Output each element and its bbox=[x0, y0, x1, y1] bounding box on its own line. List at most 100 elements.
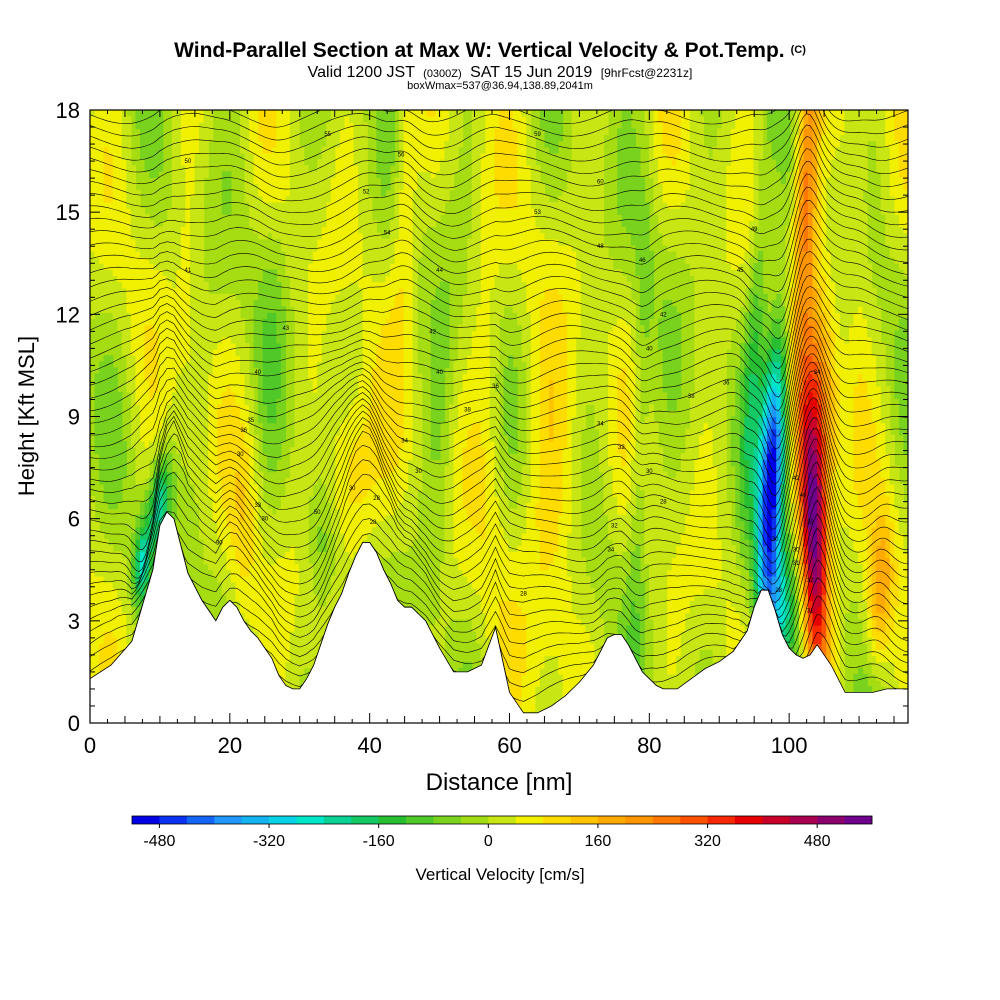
velocity-cell bbox=[294, 226, 300, 234]
velocity-cell bbox=[412, 159, 418, 166]
velocity-cell bbox=[126, 146, 132, 154]
velocity-cell bbox=[362, 189, 368, 197]
velocity-cell bbox=[271, 618, 277, 626]
velocity-cell bbox=[367, 361, 373, 369]
velocity-cell bbox=[271, 600, 277, 608]
velocity-cell bbox=[121, 569, 127, 577]
velocity-cell bbox=[339, 483, 346, 491]
velocity-cell bbox=[99, 600, 105, 608]
velocity-cell bbox=[144, 214, 150, 221]
velocity-cell bbox=[149, 275, 155, 283]
velocity-cell bbox=[376, 490, 382, 497]
velocity-cell bbox=[103, 385, 109, 393]
velocity-cell bbox=[189, 281, 196, 289]
velocity-cell bbox=[353, 177, 359, 185]
velocity-cell bbox=[262, 618, 268, 626]
velocity-cell bbox=[185, 336, 191, 344]
velocity-cell bbox=[126, 355, 132, 362]
velocity-cell bbox=[412, 428, 418, 436]
velocity-cell bbox=[167, 471, 173, 479]
velocity-cell bbox=[358, 453, 364, 461]
velocity-cell bbox=[94, 226, 100, 234]
velocity-cell bbox=[99, 361, 105, 369]
velocity-cell bbox=[149, 361, 155, 369]
velocity-cell bbox=[94, 594, 100, 601]
velocity-cell bbox=[294, 183, 300, 191]
velocity-cell bbox=[167, 483, 173, 491]
velocity-cell bbox=[99, 214, 105, 221]
velocity-cell bbox=[135, 569, 141, 577]
velocity-cell bbox=[353, 250, 359, 258]
velocity-cell bbox=[271, 434, 277, 442]
velocity-cell bbox=[289, 244, 296, 252]
velocity-cell bbox=[226, 477, 232, 485]
velocity-cell bbox=[335, 275, 341, 283]
velocity-cell bbox=[226, 189, 232, 197]
velocity-cell bbox=[435, 453, 441, 461]
velocity-cell bbox=[139, 514, 146, 522]
velocity-cell bbox=[258, 532, 264, 540]
velocity-cell bbox=[267, 514, 273, 522]
velocity-cell bbox=[267, 122, 273, 129]
velocity-cell bbox=[239, 600, 246, 608]
velocity-cell bbox=[299, 244, 305, 252]
velocity-cell bbox=[226, 575, 232, 583]
velocity-cell bbox=[349, 551, 355, 559]
velocity-cell bbox=[199, 416, 205, 424]
velocity-cell bbox=[289, 110, 296, 117]
velocity-cell bbox=[289, 557, 296, 565]
velocity-cell bbox=[144, 514, 150, 522]
velocity-cell bbox=[349, 110, 355, 117]
velocity-cell bbox=[353, 287, 359, 295]
velocity-cell bbox=[280, 545, 287, 552]
velocity-cell bbox=[321, 195, 327, 203]
velocity-cell bbox=[212, 483, 218, 491]
velocity-cell bbox=[362, 532, 368, 540]
velocity-cell bbox=[380, 490, 386, 497]
velocity-cell bbox=[289, 588, 296, 595]
velocity-cell bbox=[149, 257, 155, 264]
velocity-cell bbox=[367, 508, 373, 516]
velocity-cell bbox=[239, 588, 246, 595]
velocity-cell bbox=[103, 490, 109, 497]
velocity-cell bbox=[199, 116, 205, 123]
velocity-cell bbox=[344, 232, 350, 240]
velocity-cell bbox=[194, 361, 200, 369]
velocity-cell bbox=[267, 539, 273, 546]
velocity-cell bbox=[339, 122, 346, 129]
velocity-cell bbox=[194, 269, 200, 277]
velocity-cell bbox=[171, 336, 177, 344]
velocity-cell bbox=[399, 183, 405, 191]
velocity-cell bbox=[349, 318, 355, 326]
velocity-cell bbox=[312, 618, 318, 626]
velocity-cell bbox=[94, 122, 100, 129]
velocity-cell bbox=[235, 551, 241, 559]
velocity-cell bbox=[326, 287, 332, 295]
velocity-cell bbox=[139, 404, 146, 411]
velocity-cell bbox=[153, 171, 159, 179]
velocity-cell bbox=[167, 250, 173, 258]
velocity-cell bbox=[117, 557, 123, 565]
velocity-cell bbox=[258, 606, 264, 614]
velocity-cell bbox=[167, 324, 173, 332]
velocity-cell bbox=[408, 293, 414, 301]
velocity-cell bbox=[185, 428, 191, 436]
velocity-cell bbox=[217, 318, 223, 326]
velocity-cell bbox=[330, 514, 336, 522]
velocity-cell bbox=[226, 465, 232, 473]
velocity-cell bbox=[344, 214, 350, 221]
velocity-cell bbox=[394, 232, 400, 240]
velocity-cell bbox=[103, 226, 109, 234]
velocity-cell bbox=[353, 434, 359, 442]
velocity-cell bbox=[289, 673, 296, 681]
velocity-cell bbox=[267, 520, 273, 528]
velocity-cell bbox=[412, 477, 418, 485]
velocity-cell bbox=[408, 526, 414, 534]
velocity-cell bbox=[217, 447, 223, 454]
velocity-cell bbox=[167, 300, 173, 307]
velocity-cell bbox=[335, 361, 341, 369]
velocity-cell bbox=[149, 238, 155, 246]
velocity-cell bbox=[221, 514, 227, 522]
velocity-cell bbox=[253, 214, 259, 221]
velocity-cell bbox=[130, 189, 137, 197]
